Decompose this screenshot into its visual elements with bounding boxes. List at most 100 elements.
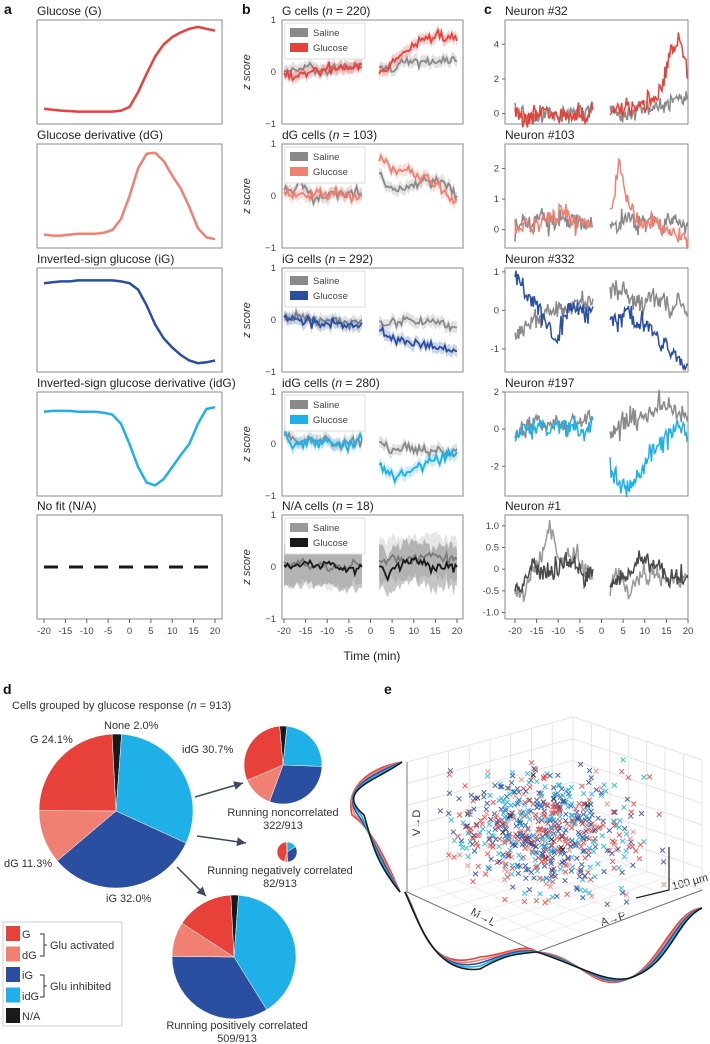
e-point-idG: [496, 850, 502, 857]
e-point-G: [462, 824, 469, 830]
e-point-G: [468, 825, 474, 832]
e-point-iG: [569, 838, 575, 844]
main-pie-slice-idG: [115, 733, 194, 844]
c-trace-saline-pre: [514, 290, 594, 341]
e-point-iG: [437, 808, 444, 814]
e-point-dG: [517, 808, 523, 815]
e-point-G: [625, 774, 632, 781]
e-point-iG: [568, 868, 575, 874]
a-curve-G: [43, 25, 216, 113]
b-ytick-label: −1: [265, 491, 276, 502]
a-row-title: No fit (N/A): [37, 499, 96, 513]
bracket-inhibited: [40, 974, 47, 998]
c-ytick-label: 0: [494, 424, 499, 435]
c-xtick-label: 15: [661, 626, 672, 637]
b-plot-frame: [281, 514, 464, 620]
e-point-G: [636, 855, 643, 862]
e-point-idG: [522, 890, 528, 896]
e-point-G: [556, 807, 563, 814]
e-point-iG: [526, 886, 533, 893]
b-ytick-label: −1: [265, 614, 276, 625]
a-curve-idG: [43, 405, 216, 487]
e-point-iG: [574, 809, 580, 816]
b-xtick-label: 10: [408, 626, 419, 637]
e-point-dG: [661, 881, 667, 888]
a-xtick-label: 10: [167, 626, 178, 637]
e-point-dG: [525, 845, 531, 851]
e-point-iG: [481, 789, 487, 796]
e-kde-depth-NA: [404, 891, 538, 971]
b-trace-glucose-pre: [283, 558, 363, 578]
b-legend-label: Saline: [313, 276, 339, 287]
e-point-G: [475, 843, 481, 850]
e-point-idG: [617, 818, 623, 824]
e-point-idG: [581, 835, 587, 841]
b-legend-swatch: [290, 276, 308, 285]
e-point-G: [656, 811, 662, 818]
e-point-idG: [556, 782, 563, 788]
pie-noncorrelated-slice-idG: [282, 725, 323, 767]
b-trace-saline-pre: [283, 178, 362, 207]
c-plot-frame: [504, 391, 689, 497]
c-trace-saline-post: [609, 280, 689, 319]
e-point-idG: [500, 810, 507, 817]
b-xtick-label: 5: [389, 626, 394, 637]
a-plot-frame: [36, 391, 223, 497]
e-point-idG: [532, 857, 539, 863]
e-point-iG: [593, 786, 600, 793]
e-point-iG: [580, 848, 586, 855]
e-point-dG: [486, 842, 493, 849]
c-row-title: Neuron #103: [505, 128, 575, 142]
a-xtick-label: -15: [59, 626, 73, 637]
e-point-idG: [568, 784, 575, 791]
e-point-idG: [584, 807, 590, 814]
e-point-idG: [603, 788, 609, 794]
b-xtick-label: 20: [452, 626, 463, 637]
e-point-G: [470, 798, 476, 804]
e-grid: [572, 824, 703, 869]
e-point-G: [542, 899, 548, 906]
e-point-idG: [509, 769, 516, 776]
e-point-iG: [559, 798, 566, 805]
e-point-idG: [505, 835, 511, 841]
e-point-iG: [539, 817, 545, 823]
e-point-dG: [588, 893, 595, 900]
legend-swatch-dG: [6, 946, 20, 962]
e-point-idG: [482, 840, 488, 847]
e-point-idG: [623, 831, 630, 837]
panel-e: [350, 716, 704, 984]
e-point-dG: [539, 838, 546, 844]
e-point-idG: [568, 812, 574, 819]
e-point-iG: [600, 818, 606, 824]
e-point-G: [576, 800, 582, 807]
e-point-iG: [491, 810, 498, 817]
e-point-dG: [537, 825, 544, 831]
e-point-idG: [525, 826, 531, 833]
e-point-idG: [569, 812, 576, 819]
e-point-iG: [539, 851, 546, 857]
e-point-idG: [611, 782, 618, 789]
e-point-idG: [586, 845, 593, 852]
e-point-dG: [593, 768, 599, 774]
e-point-iG: [574, 815, 581, 821]
c-trace-glucose-post: [609, 305, 689, 372]
e-point-dG: [512, 793, 518, 799]
e-point-idG: [523, 812, 530, 818]
e-grid: [406, 759, 574, 806]
b-ytick-label: 0: [271, 315, 276, 326]
c-xtick-label: 5: [620, 626, 625, 637]
e-point-iG: [562, 877, 568, 884]
d-label-dG: dG 11.3%: [4, 858, 52, 870]
b-trace-saline-post: [378, 171, 458, 201]
e-point-idG: [613, 822, 620, 829]
b-plot-frame: [281, 391, 464, 497]
e-point-G: [559, 832, 565, 839]
a-plot-frame: [36, 19, 223, 125]
b-band-glucose: [379, 537, 457, 597]
e-point-idG: [536, 815, 542, 822]
e-point-dG: [604, 801, 610, 807]
e-point-G: [544, 831, 551, 837]
e-point-G: [508, 810, 515, 816]
c-xtick-label: 0: [599, 626, 604, 637]
b-ytick-label: −1: [265, 243, 276, 254]
